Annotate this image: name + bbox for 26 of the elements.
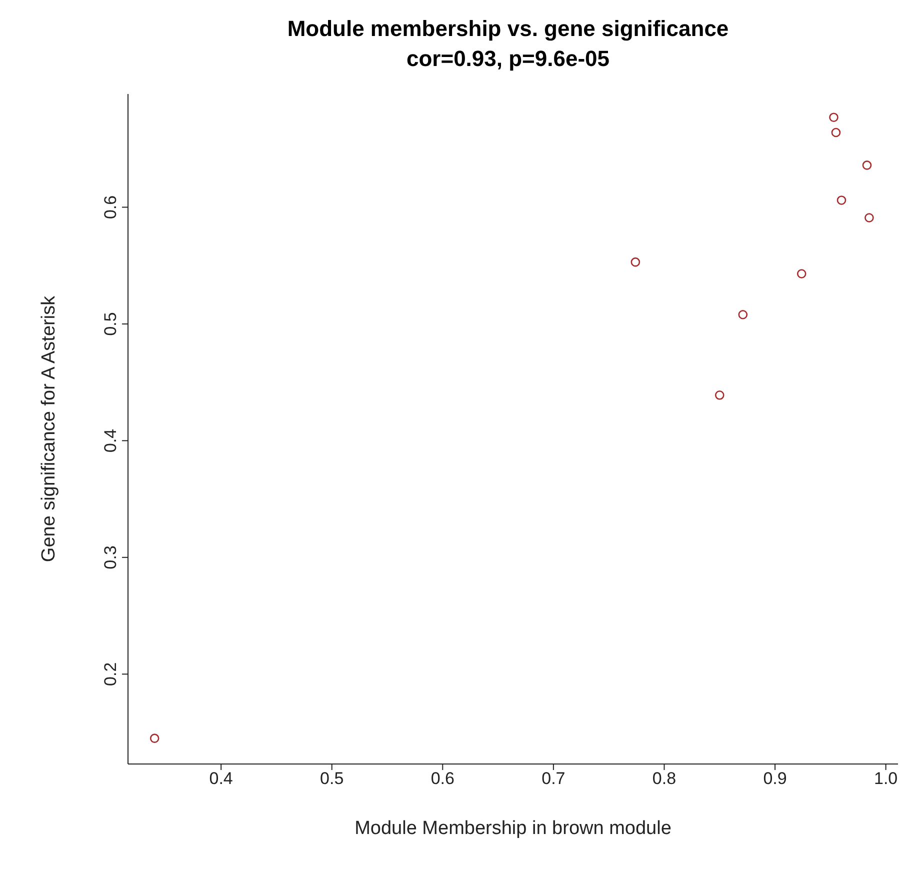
y-tick-label: 0.4 (101, 428, 120, 452)
point (831, 128, 841, 138)
point (864, 213, 874, 222)
point (630, 257, 640, 267)
point (829, 112, 838, 122)
x-tick-label: 0.5 (320, 769, 344, 788)
x-tick-label: 0.9 (763, 769, 787, 788)
x-tick-label: 1.0 (874, 769, 898, 788)
point (862, 160, 872, 170)
chart-title: Module membership vs. gene significance (286, 15, 730, 43)
y-tick-label: 0.3 (101, 546, 120, 570)
x-tick-label: 0.6 (430, 769, 454, 788)
x-tick-label: 0.8 (652, 769, 676, 788)
y-axis-title: Gene significance for A Asterisk (38, 295, 60, 562)
y-tick-label: 0.2 (101, 662, 120, 686)
x-axis-title: Module Membership in brown module (354, 818, 672, 839)
point (738, 310, 748, 320)
point (714, 390, 724, 400)
x-tick-label: 0.4 (209, 769, 233, 788)
point (796, 269, 806, 278)
y-tick-label: 0.6 (101, 195, 120, 220)
x-tick-label: 0.7 (542, 769, 566, 788)
y-tick-label: 0.5 (101, 312, 120, 336)
chart-subtitle: cor=0.93, p=9.6e-05 (405, 45, 611, 73)
point (836, 196, 846, 205)
point (150, 734, 160, 743)
